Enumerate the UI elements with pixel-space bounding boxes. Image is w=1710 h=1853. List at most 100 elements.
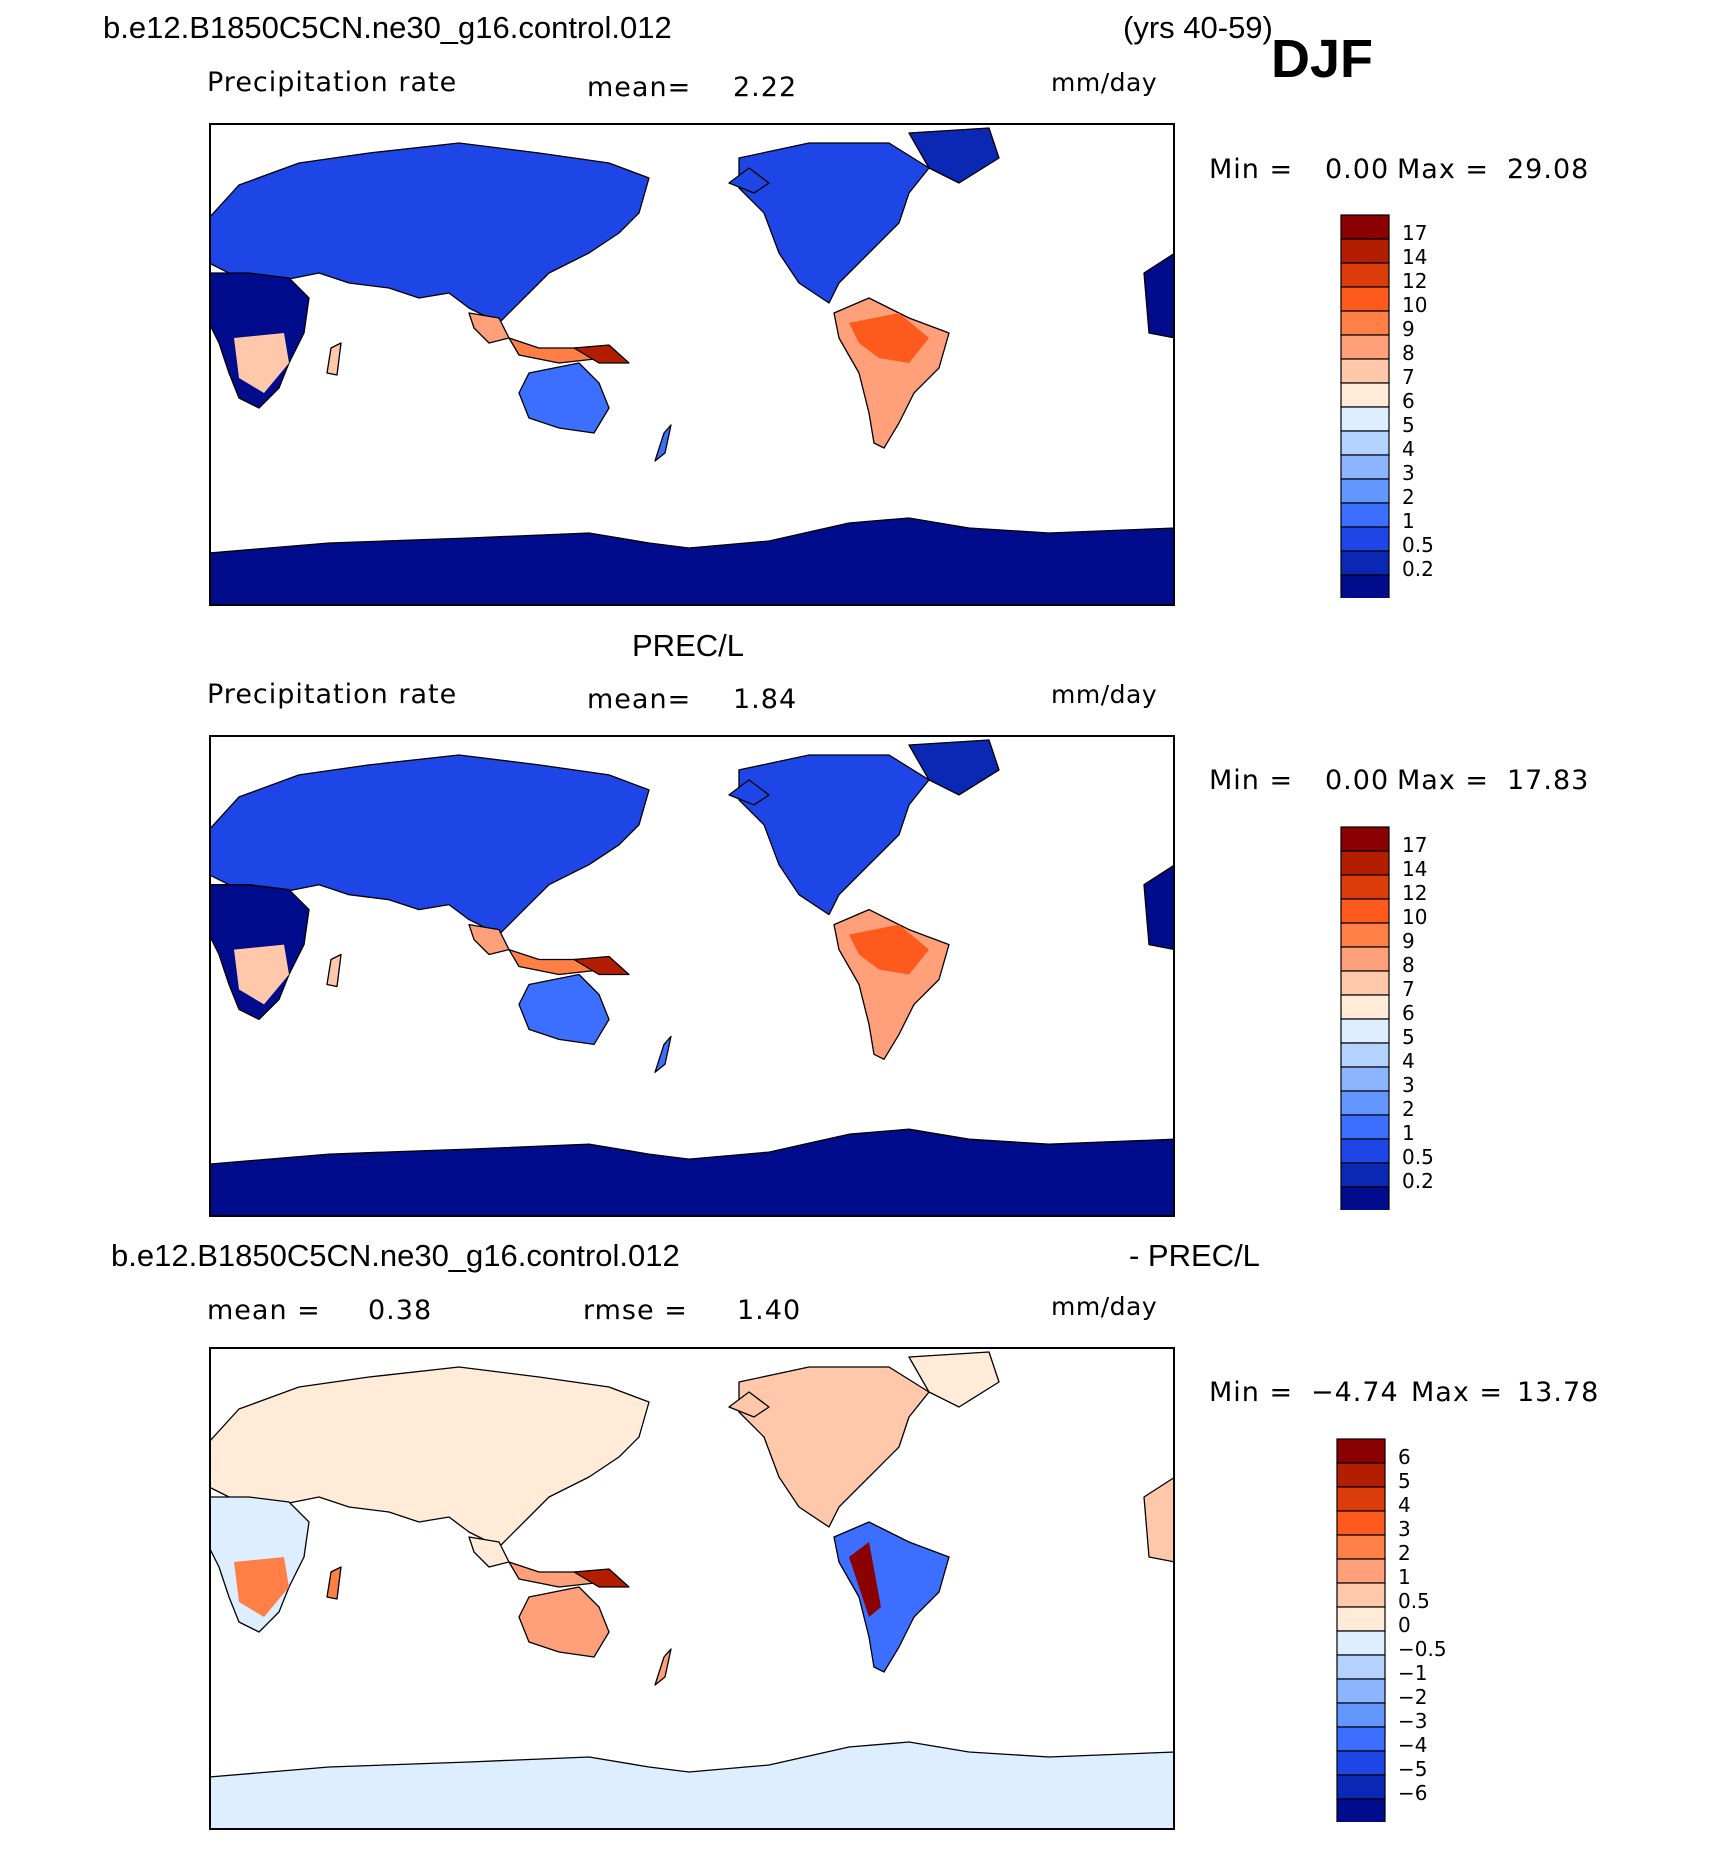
panel2-mean-value: 1.84 (733, 684, 798, 715)
panel2-colorbar-box (1340, 898, 1390, 924)
antarctica (209, 1741, 1175, 1830)
panel2-colorbar-tick-label: 0.5 (1402, 1145, 1434, 1169)
alaska (728, 779, 770, 806)
panel2-colorbar-tick-label: 14 (1402, 857, 1427, 881)
eurasia-landmass (209, 1366, 650, 1548)
panel3-colorbar-tick-label: 0 (1398, 1613, 1411, 1637)
north-america-landmass (738, 754, 930, 916)
panel3-colorbar-tick-label: 6 (1398, 1445, 1411, 1469)
map-frame (209, 1347, 1175, 1830)
panel3-colorbar-tick-label: 5 (1398, 1469, 1411, 1493)
africa-south-region (234, 1557, 289, 1617)
greenland (908, 739, 1000, 796)
panel1-colorbar-box (1340, 406, 1390, 432)
panel3-colorbar-box (1336, 1798, 1386, 1822)
panel1-colorbar-tick-label: 5 (1402, 413, 1415, 437)
panel3-colorbar-tick-label: 2 (1398, 1541, 1411, 1565)
greenland (908, 1351, 1000, 1408)
years-label: (yrs 40-59) (1123, 10, 1273, 45)
map-frame (209, 735, 1175, 1217)
panel3-colorbar-tick-label: 4 (1398, 1493, 1411, 1517)
madagascar (326, 1566, 342, 1600)
south-america-landmass (833, 1521, 950, 1673)
new-zealand (654, 424, 672, 462)
panel2-colorbar-tick-label: 6 (1402, 1001, 1415, 1025)
panel3-colorbar-box (1336, 1486, 1386, 1512)
panel1-colorbar-tick-label: 10 (1402, 293, 1427, 317)
panel3-colorbar-box (1336, 1582, 1386, 1608)
panel2-colorbar-tick-label: 3 (1402, 1073, 1415, 1097)
north-america-landmass (738, 1366, 930, 1528)
australia-landmass (518, 1586, 610, 1658)
panel1-colorbar-box (1340, 358, 1390, 384)
panel1-map (209, 123, 1175, 606)
panel1-colorbar-tick-label: 17 (1402, 221, 1427, 245)
panel2-max-label: Max = (1397, 765, 1490, 796)
eurasia-landmass (209, 142, 650, 324)
panel2-colorbar-box (1340, 922, 1390, 948)
panel3-colorbar-box (1336, 1726, 1386, 1752)
panel2-colorbar-tick-label: 8 (1402, 953, 1415, 977)
panel3-colorbar-box (1336, 1510, 1386, 1536)
panel3-min-value: −4.74 (1311, 1377, 1399, 1408)
new-zealand (654, 1648, 672, 1686)
panel2-colorbar-box (1340, 1066, 1390, 1092)
panel1-colorbar-box (1340, 310, 1390, 336)
panel3-colorbar-box (1336, 1774, 1386, 1800)
new-zealand (654, 1035, 672, 1073)
panel2-title: PREC/L (632, 628, 744, 663)
panel1-max-label: Max = (1397, 154, 1490, 185)
panel3-colorbar-box (1336, 1606, 1386, 1632)
panel2-colorbar-tick-label: 12 (1402, 881, 1427, 905)
panel1-colorbar-tick-label: 14 (1402, 245, 1427, 269)
panel3-colorbar-tick-label: 1 (1398, 1565, 1411, 1589)
panel2-colorbar-box (1340, 970, 1390, 996)
panel1-colorbar-box (1340, 214, 1390, 240)
panel1-mean-value: 2.22 (733, 72, 798, 103)
panel3-rmse-label: rmse = (583, 1295, 688, 1326)
panel2-colorbar-tick-label: 0.2 (1402, 1169, 1434, 1193)
panel1-colorbar-box (1340, 286, 1390, 312)
panel1-colorbar-tick-label: 1 (1402, 509, 1415, 533)
panel3-colorbar-tick-label: 0.5 (1398, 1589, 1430, 1613)
panel2-colorbar-box (1340, 850, 1390, 876)
amazon-region (849, 924, 929, 975)
indochina (468, 1536, 510, 1568)
panel1-colorbar-box (1340, 430, 1390, 456)
panel1-colorbar-box (1340, 334, 1390, 360)
panel1-colorbar-tick-label: 0.5 (1402, 533, 1434, 557)
panel2-colorbar-tick-label: 10 (1402, 905, 1427, 929)
panel2-colorbar-box (1340, 1162, 1390, 1188)
panel1-colorbar-tick-label: 8 (1402, 341, 1415, 365)
panel1-colorbar-box (1340, 502, 1390, 528)
panel2-var-label: Precipitation rate (207, 679, 458, 710)
australia-landmass (518, 973, 610, 1046)
panel2-colorbar-box (1340, 1138, 1390, 1164)
panel1-colorbar-box (1340, 550, 1390, 576)
indochina (468, 923, 510, 956)
panel2-max-value: 17.83 (1507, 765, 1590, 796)
panel1-mean-label: mean= (587, 72, 692, 103)
panel2-colorbar-box (1340, 1042, 1390, 1068)
panel2-colorbar-box (1340, 1090, 1390, 1116)
panel1-var-label: Precipitation rate (207, 67, 458, 98)
panel2-units: mm/day (1051, 680, 1158, 709)
panel3-map (209, 1347, 1175, 1830)
panel2-colorbar-box (1340, 1018, 1390, 1044)
panel3-colorbar-tick-label: −4 (1398, 1733, 1427, 1757)
panel3-colorbar-tick-label: 3 (1398, 1517, 1411, 1541)
antarctica (209, 1128, 1175, 1217)
eurasia-east-edge (1143, 252, 1175, 339)
panel3-colorbar-box (1336, 1678, 1386, 1704)
eurasia-east-edge (1143, 1476, 1175, 1563)
panel3-title-right: - PREC/L (1129, 1238, 1260, 1273)
amazon-region (849, 313, 929, 363)
panel1-max-value: 29.08 (1507, 154, 1590, 185)
panel2-min-label: Min = (1209, 765, 1294, 796)
panel2-colorbar-tick-label: 4 (1402, 1049, 1415, 1073)
panel3-colorbar-box (1336, 1702, 1386, 1728)
panel3-colorbar-box (1336, 1654, 1386, 1680)
